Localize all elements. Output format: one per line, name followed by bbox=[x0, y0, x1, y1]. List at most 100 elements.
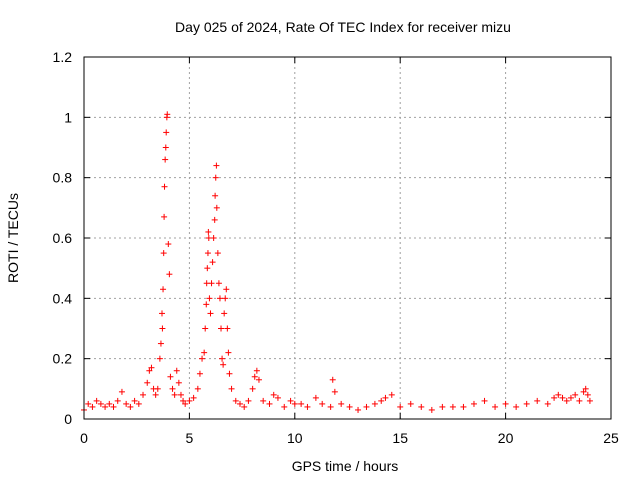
data-points bbox=[81, 111, 593, 413]
data-point bbox=[216, 295, 223, 302]
data-point bbox=[173, 367, 180, 374]
chart-title: Day 025 of 2024, Rate Of TEC Index for r… bbox=[175, 19, 511, 35]
data-point bbox=[180, 397, 187, 404]
data-point bbox=[260, 397, 267, 404]
data-point bbox=[123, 400, 130, 407]
data-point bbox=[331, 388, 338, 395]
data-point bbox=[266, 400, 273, 407]
data-point bbox=[249, 385, 256, 392]
data-point bbox=[127, 403, 134, 410]
data-point bbox=[171, 391, 178, 398]
data-point bbox=[210, 235, 217, 241]
data-point bbox=[106, 400, 113, 407]
data-point bbox=[219, 355, 226, 362]
data-point bbox=[160, 286, 167, 293]
data-point bbox=[157, 340, 164, 347]
data-point bbox=[584, 391, 591, 398]
data-point bbox=[255, 376, 262, 383]
data-point bbox=[580, 388, 587, 395]
data-point bbox=[196, 370, 203, 377]
data-point bbox=[169, 385, 176, 392]
data-point bbox=[162, 144, 169, 151]
data-point bbox=[534, 397, 541, 404]
y-tick-label: 0.6 bbox=[53, 230, 73, 246]
data-point bbox=[223, 286, 230, 293]
data-point bbox=[555, 391, 562, 398]
data-point bbox=[232, 397, 239, 404]
data-point bbox=[270, 391, 277, 398]
data-point bbox=[319, 400, 326, 407]
data-point bbox=[144, 379, 151, 386]
data-point bbox=[586, 397, 593, 404]
data-point bbox=[559, 394, 566, 401]
data-point bbox=[449, 403, 456, 410]
x-tick-label: 25 bbox=[603, 430, 619, 446]
data-point bbox=[162, 156, 169, 163]
data-point bbox=[156, 355, 163, 362]
y-tick-label: 0.8 bbox=[53, 170, 73, 186]
data-point bbox=[407, 400, 414, 407]
y-axis-label: ROTI / TECUs bbox=[5, 193, 21, 283]
data-point bbox=[161, 183, 168, 190]
data-point bbox=[160, 250, 167, 257]
data-point bbox=[131, 397, 138, 404]
data-point bbox=[190, 394, 197, 401]
data-point bbox=[152, 391, 159, 398]
data-point bbox=[140, 391, 147, 398]
data-point bbox=[204, 250, 211, 257]
data-point bbox=[114, 397, 121, 404]
y-tick-label: 0.4 bbox=[53, 290, 73, 306]
data-point bbox=[218, 325, 225, 332]
data-point bbox=[236, 400, 243, 407]
data-point bbox=[220, 361, 227, 368]
data-point bbox=[382, 394, 389, 401]
data-point bbox=[89, 403, 96, 410]
y-tick-label: 0.2 bbox=[53, 351, 73, 367]
data-point bbox=[291, 400, 298, 407]
data-point bbox=[418, 403, 425, 410]
data-point bbox=[274, 394, 281, 401]
data-point bbox=[212, 174, 219, 181]
data-point bbox=[148, 364, 155, 371]
data-point bbox=[228, 385, 235, 392]
data-point bbox=[182, 400, 189, 407]
data-point bbox=[85, 400, 92, 407]
data-point bbox=[221, 310, 228, 317]
data-point bbox=[177, 391, 184, 398]
data-point bbox=[502, 400, 509, 407]
y-tick-label: 1 bbox=[64, 109, 72, 125]
data-point bbox=[166, 271, 173, 278]
data-point bbox=[397, 403, 404, 410]
data-point bbox=[209, 259, 216, 266]
data-point bbox=[544, 400, 551, 407]
data-point bbox=[211, 216, 218, 223]
data-point bbox=[327, 403, 334, 410]
data-point bbox=[161, 213, 168, 220]
data-point bbox=[492, 403, 499, 410]
data-point bbox=[346, 403, 353, 410]
data-point bbox=[378, 397, 385, 404]
data-point bbox=[135, 400, 142, 407]
data-point bbox=[207, 310, 214, 317]
data-point bbox=[470, 400, 477, 407]
data-point bbox=[312, 394, 319, 401]
data-point bbox=[186, 397, 193, 404]
data-point bbox=[158, 310, 165, 317]
data-point bbox=[304, 403, 311, 410]
x-tick-label: 10 bbox=[287, 430, 303, 446]
data-point bbox=[355, 406, 362, 413]
data-point bbox=[241, 403, 248, 410]
data-point bbox=[224, 325, 231, 332]
data-point bbox=[203, 301, 210, 308]
data-point bbox=[329, 376, 336, 383]
data-point bbox=[460, 403, 467, 410]
data-point bbox=[245, 397, 252, 404]
data-point bbox=[205, 228, 212, 235]
data-point bbox=[208, 280, 215, 287]
data-point bbox=[222, 295, 229, 302]
data-point bbox=[206, 295, 213, 302]
data-point bbox=[225, 349, 232, 356]
data-point bbox=[439, 403, 446, 410]
data-point bbox=[567, 394, 574, 401]
